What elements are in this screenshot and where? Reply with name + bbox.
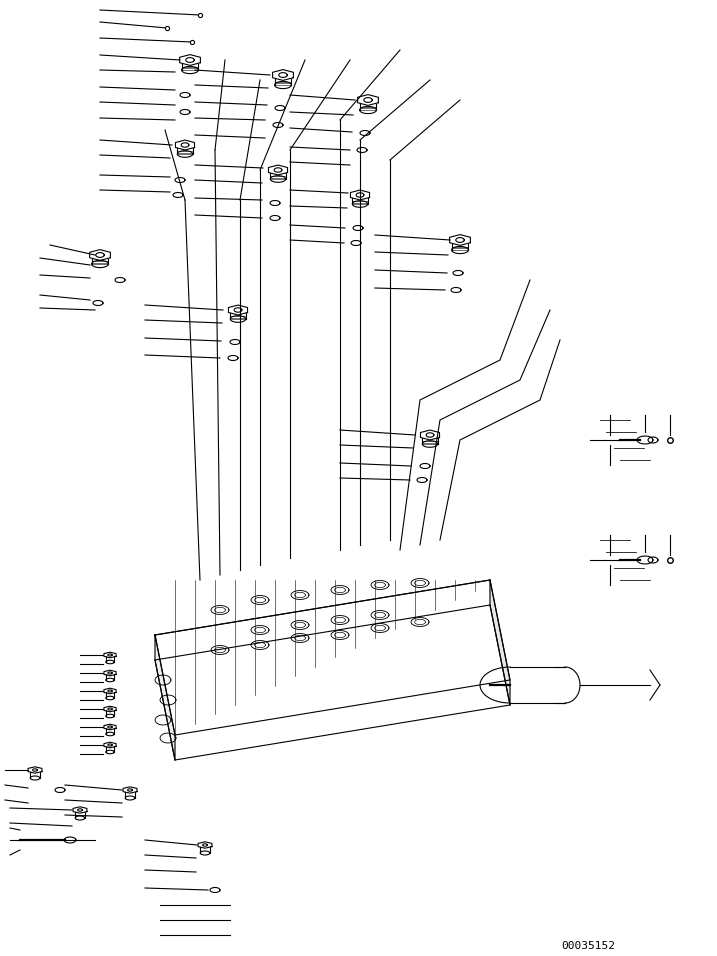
Text: 00035152: 00035152 <box>561 942 615 951</box>
Polygon shape <box>155 580 510 735</box>
Polygon shape <box>155 635 175 760</box>
Polygon shape <box>490 580 510 705</box>
